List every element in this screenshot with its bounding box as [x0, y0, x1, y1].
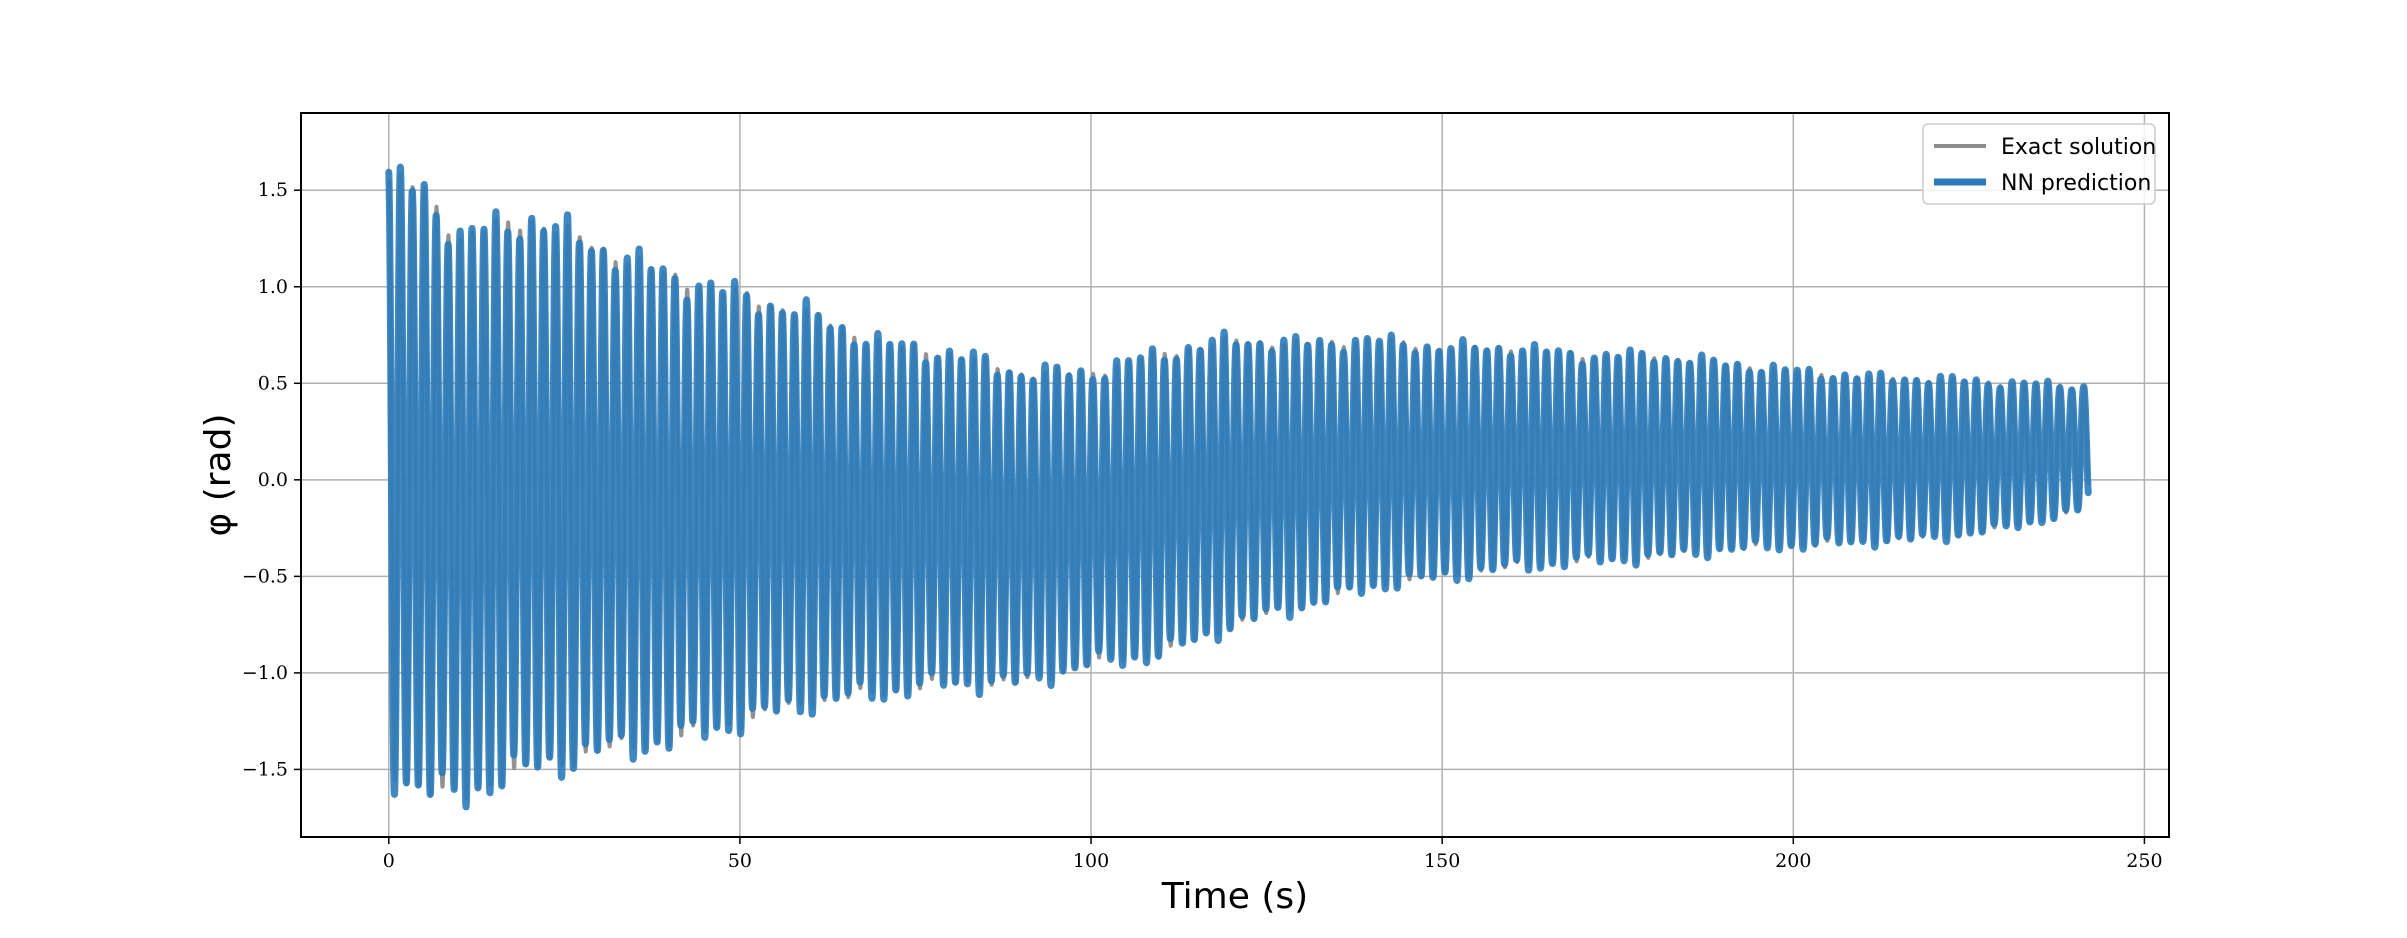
y-tick-label: −1.0 [242, 662, 288, 684]
x-tick-label: 100 [1073, 850, 1109, 872]
legend-label-exact-solution: Exact solution [2001, 135, 2156, 160]
y-tick-label: −1.5 [242, 758, 288, 780]
series-layer [385, 163, 2092, 811]
x-tick-label: 150 [1424, 850, 1460, 872]
y-tick-label: 1.0 [258, 276, 288, 298]
x-tick-label: 250 [2126, 850, 2162, 872]
series-line-nn-prediction [385, 163, 2092, 811]
y-tick-label: 0.5 [258, 372, 288, 394]
y-tick-label: −0.5 [242, 565, 288, 587]
x-tick-label: 50 [728, 850, 752, 872]
x-tick-label: 200 [1775, 850, 1811, 872]
x-tick-label: 0 [383, 850, 395, 872]
y-axis-label: φ (rad) [198, 414, 239, 537]
y-tick-label: 0.0 [258, 469, 288, 491]
legend-label-nn-prediction: NN prediction [2001, 171, 2151, 196]
ticks: 0 50 100 150 200 250 −1.5 −1.0 −0.5 0.0 0.5 1.0 1.5 [242, 179, 2163, 872]
y-tick-label: 1.5 [258, 179, 288, 201]
x-axis-label: Time (s) [1161, 876, 1308, 917]
legend: Exact solution NN prediction [1922, 123, 2156, 205]
plot-area-frame [300, 112, 2170, 838]
